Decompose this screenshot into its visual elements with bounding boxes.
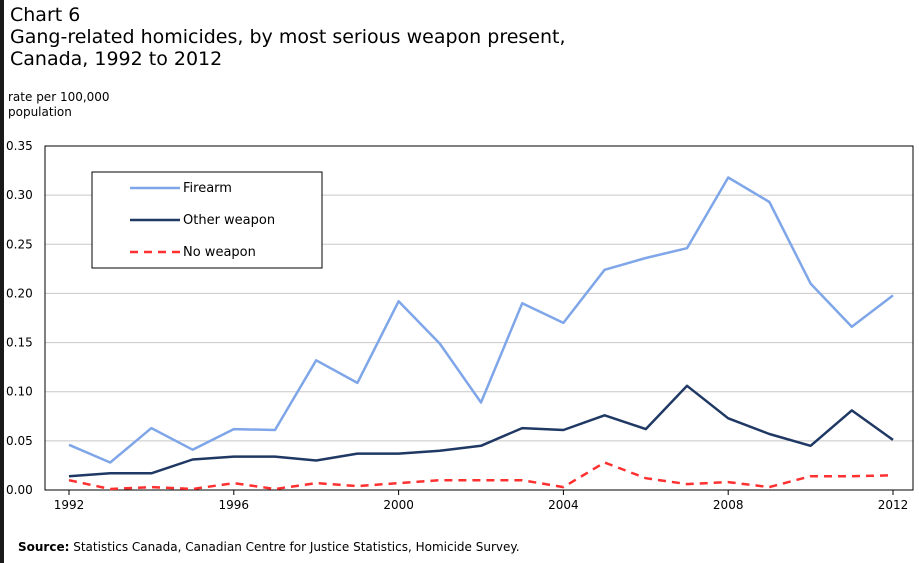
y-axis-label-line-2: population <box>8 105 72 119</box>
y-tick-label: 0.05 <box>6 434 33 448</box>
series-line-other-weapon <box>68 384 894 478</box>
x-tick-label: 1996 <box>219 498 250 512</box>
y-tick-label: 0.00 <box>6 483 33 497</box>
chart-title-block: Chart 6 Gang-related homicides, by most … <box>10 4 566 70</box>
x-tick-label: 2000 <box>383 498 414 512</box>
source-note: Source: Statistics Canada, Canadian Cent… <box>18 540 520 554</box>
chart-title-line-2: Canada, 1992 to 2012 <box>10 48 223 70</box>
chart-number: Chart 6 <box>10 4 81 26</box>
series-line-firearm <box>68 176 894 464</box>
chart-title-line-1: Gang-related homicides, by most serious … <box>10 26 566 48</box>
y-axis-ticks: 0.00 0.05 0.10 0.15 0.20 0.25 0.30 0.35 <box>6 139 33 497</box>
y-tick-label: 0.15 <box>6 336 33 350</box>
x-tick-label: 2012 <box>878 498 909 512</box>
x-tick-label: 1992 <box>54 498 85 512</box>
series-lines <box>68 176 894 491</box>
y-tick-label: 0.30 <box>6 188 33 202</box>
legend: Firearm Other weapon No weapon <box>91 171 323 269</box>
x-tick-label: 2004 <box>548 498 579 512</box>
source-label: Source: <box>18 540 70 554</box>
source-text: Statistics Canada, Canadian Centre for J… <box>73 540 520 554</box>
x-tick-label: 2008 <box>713 498 744 512</box>
y-tick-label: 0.20 <box>6 286 33 300</box>
series-line-no-weapon <box>68 461 894 491</box>
legend-other-weapon-label: Other weapon <box>183 213 275 228</box>
plot-area-frame <box>44 145 914 491</box>
left-border-rule <box>0 0 4 563</box>
y-axis-label: rate per 100,000 population <box>8 90 148 120</box>
legend-no-weapon-label: No weapon <box>183 245 256 260</box>
y-axis-label-line-1: rate per 100,000 <box>8 90 110 104</box>
x-axis-ticks: 1992 1996 2000 2004 2008 2012 <box>54 490 909 512</box>
y-tick-label: 0.25 <box>6 237 33 251</box>
y-tick-label: 0.10 <box>6 385 33 399</box>
legend-firearm-label: Firearm <box>183 181 232 196</box>
y-tick-label: 0.35 <box>6 139 33 153</box>
